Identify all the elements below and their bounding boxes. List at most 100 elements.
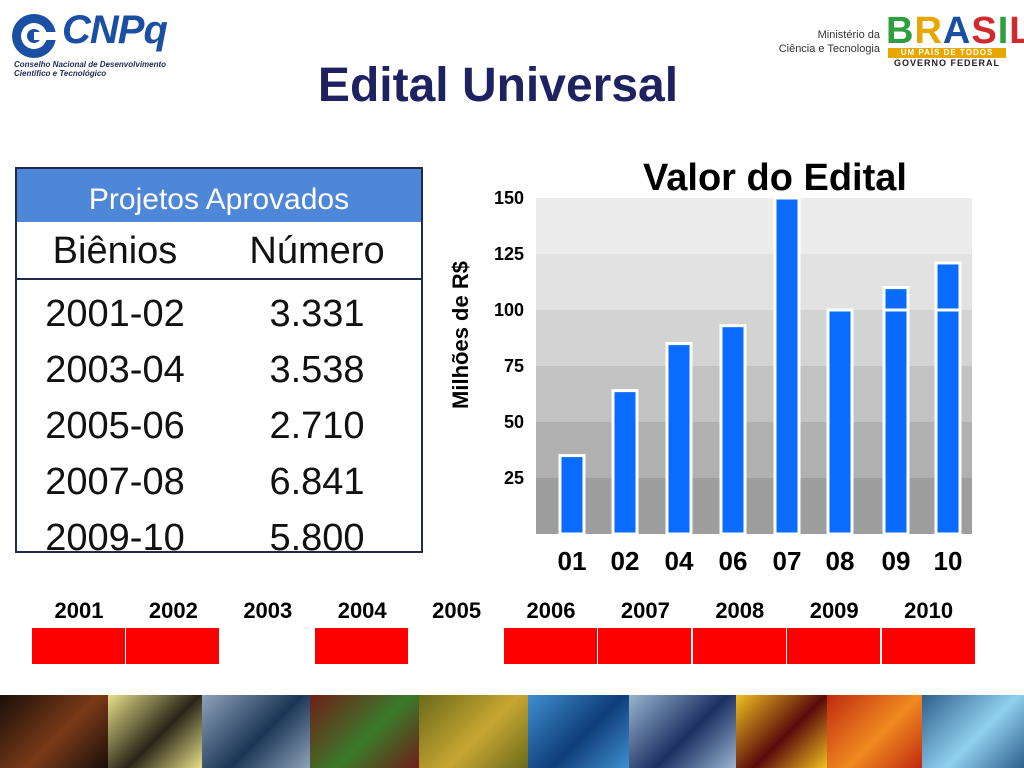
table-cell-bienio: 2005-06 <box>45 405 185 447</box>
science-photo <box>736 695 828 768</box>
x-tick-label: 10 <box>934 546 963 576</box>
table-body: 2001-02 3.331 2003-04 3.538 2005-06 2.71… <box>17 280 421 566</box>
timeline-year-label: 2006 <box>526 598 576 623</box>
table-cell-numero: 5.800 <box>269 517 365 559</box>
timeline-year-2008: 2008 <box>692 596 787 666</box>
table-cell-numero: 3.331 <box>269 293 365 335</box>
timeline-marker <box>598 628 692 664</box>
table-cell-numero: 6.841 <box>269 461 365 503</box>
x-tick-label: 02 <box>611 546 640 576</box>
timeline-year-label: 2005 <box>432 598 482 623</box>
x-tick-label: 06 <box>719 546 748 576</box>
timeline-year-label: 2001 <box>54 598 104 623</box>
table-cell-bienio: 2003-04 <box>45 349 185 391</box>
timeline-year-2009: 2009 <box>787 596 881 666</box>
timeline-year-2005: 2005 <box>410 596 504 666</box>
brasil-government-logo: BRASIL UM PAÍS DE TODOS GOVERNO FEDERAL <box>886 12 1024 68</box>
cnpq-subtitle: Conselho Nacional de Desenvolvimento Cie… <box>14 60 194 78</box>
chart-band <box>536 198 972 254</box>
table-row: 2005-06 2.710 <box>17 398 421 454</box>
timeline-marker <box>787 628 881 664</box>
bar-02 <box>611 389 639 536</box>
ministry-line2: Ciência e Tecnologia <box>778 43 880 55</box>
table-header-row: Biênios Número <box>17 222 421 280</box>
page-title: Edital Universal <box>317 59 679 112</box>
bar-01 <box>558 454 586 536</box>
y-tick-label: 50 <box>504 412 524 432</box>
bar-04 <box>665 342 693 536</box>
y-tick-label: 125 <box>494 244 524 264</box>
brasil-letter: R <box>914 10 943 52</box>
bar-09 <box>882 286 910 536</box>
brasil-letter: A <box>942 10 972 52</box>
brasil-letter: S <box>971 10 998 52</box>
cnpq-emblem-icon <box>12 14 60 58</box>
science-photo <box>0 695 108 768</box>
brasil-letter: L <box>1009 10 1024 52</box>
timeline-year-2004: 2004 <box>315 596 409 666</box>
table-row: 2001-02 3.331 <box>17 286 421 342</box>
bar-08 <box>826 308 854 536</box>
timeline-marker <box>410 628 503 664</box>
timeline-year-2001: 2001 <box>32 596 126 666</box>
y-tick-label: 150 <box>494 188 524 208</box>
valor-do-edital-chart: 25 50 75 100 125 150 01 02 04 06 07 08 09 10 Valor d… <box>448 157 972 576</box>
timeline-year-label: 2009 <box>809 598 859 623</box>
x-tick-label: 04 <box>665 546 694 576</box>
bar-06 <box>719 324 747 536</box>
timeline-year-2002: 2002 <box>126 596 220 666</box>
x-tick-label: 09 <box>882 546 911 576</box>
column-header-numero: Número <box>249 230 385 272</box>
science-photo <box>528 695 629 768</box>
timeline-year-label: 2004 <box>337 598 387 623</box>
photo-strip <box>0 695 1024 768</box>
science-photo <box>827 695 922 768</box>
timeline-marker <box>881 628 975 664</box>
year-timeline: 2001 2002 2003 2004 2005 2006 2007 2008 2009 2010 <box>32 596 976 666</box>
table-cell-bienio: 2001-02 <box>45 293 185 335</box>
timeline-year-label: 2003 <box>243 598 293 623</box>
timeline-year-label: 2007 <box>620 598 670 623</box>
chart-title: Valor do Edital <box>643 157 907 199</box>
science-photo <box>419 695 529 768</box>
timeline-marker <box>221 628 314 664</box>
timeline-year-label: 2008 <box>715 598 765 623</box>
science-photo <box>309 695 420 768</box>
chart-y-axis-label: Milhões de R$ <box>448 261 473 409</box>
timeline-marker <box>315 628 409 664</box>
brasil-logo-word: BRASIL <box>886 12 1024 50</box>
bar-10 <box>934 261 962 536</box>
table-row: 2003-04 3.538 <box>17 342 421 398</box>
timeline-year-2007: 2007 <box>598 596 692 666</box>
y-tick-label: 25 <box>504 468 524 488</box>
table-cell-bienio: 2007-08 <box>45 461 185 503</box>
bar-07 <box>773 196 801 536</box>
table-cell-numero: 3.538 <box>269 349 365 391</box>
timeline-year-label: 2002 <box>148 598 198 623</box>
science-photo <box>628 695 737 768</box>
table-caption: Projetos Aprovados <box>17 169 421 222</box>
science-photo <box>202 695 310 768</box>
brasil-government-label: GOVERNO FEDERAL <box>893 58 1000 68</box>
cnpq-logo: CNPq Conselho Nacional de Desenvolviment… <box>10 6 190 82</box>
y-tick-label: 75 <box>504 356 524 376</box>
chart-x-ticks: 01 02 04 06 07 08 09 10 <box>558 546 963 576</box>
table-cell-numero: 2.710 <box>269 405 365 447</box>
timeline-year-2010: 2010 <box>881 596 976 666</box>
timeline-year-label: 2010 <box>904 598 954 623</box>
science-photo <box>107 695 203 768</box>
timeline-year-2003: 2003 <box>221 596 315 666</box>
ministry-line1: Ministério da <box>817 29 880 41</box>
x-tick-label: 08 <box>826 546 855 576</box>
brasil-letter: I <box>997 10 1010 52</box>
brasil-letter: B <box>886 10 915 52</box>
y-tick-label: 100 <box>494 300 524 320</box>
table-row: 2007-08 6.841 <box>17 454 421 510</box>
timeline-year-2006: 2006 <box>504 596 598 666</box>
chart-bars <box>558 196 962 536</box>
timeline-marker <box>32 628 125 664</box>
science-photo <box>921 695 1024 768</box>
timeline-marker <box>504 628 597 664</box>
cnpq-subtitle-line2: Científico e Tecnológico <box>14 69 107 78</box>
table-row: 2009-10 5.800 <box>17 510 421 566</box>
